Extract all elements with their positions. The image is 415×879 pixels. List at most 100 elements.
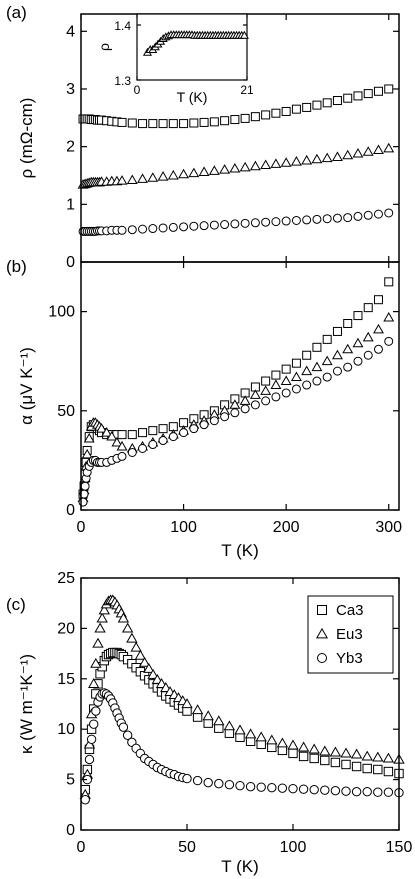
data-point-triangle [331, 349, 343, 360]
data-point-circle [256, 782, 266, 792]
panel-c-marks [79, 594, 405, 805]
data-point-circle [189, 221, 199, 231]
y-tick-label: 1 [66, 196, 75, 213]
data-point-square [351, 761, 362, 772]
data-point-square [343, 93, 353, 103]
data-point-circle [118, 722, 129, 732]
data-point-triangle [96, 612, 108, 623]
data-point-circle [291, 384, 301, 394]
x-tick-label: 0 [77, 839, 86, 856]
data-point-triangle [276, 737, 289, 748]
data-point-circle [209, 220, 219, 230]
data-point-square [281, 106, 291, 116]
data-point-circle [384, 208, 394, 218]
data-point-circle [158, 223, 168, 233]
data-point-square [179, 119, 189, 129]
panel-b-frame [80, 261, 400, 511]
data-point-triangle [372, 751, 384, 762]
data-point-square [250, 112, 260, 122]
panel-c-axes: 0 50 100 150 0 5 10 15 20 25 [57, 570, 412, 856]
y-tick-label: 2 [66, 139, 75, 156]
data-point-triangle [229, 162, 241, 173]
data-point-triangle [321, 355, 333, 366]
data-point-triangle [239, 395, 251, 405]
data-point-square [322, 334, 332, 344]
data-point-square [189, 118, 199, 128]
panel-b-label: (b) [6, 257, 27, 276]
x-tick-label: 200 [273, 519, 300, 536]
data-point-circle [179, 428, 189, 438]
data-point-triangle [340, 747, 352, 758]
data-point-circle [189, 424, 199, 434]
data-point-circle [261, 217, 271, 227]
data-point-circle [168, 222, 178, 232]
y-tick-label: 10 [57, 721, 75, 738]
y-tick-label: 4 [66, 23, 75, 40]
data-point-square [312, 100, 322, 110]
data-point-triangle [350, 748, 363, 759]
data-point-square [373, 86, 383, 96]
data-point-circle [320, 785, 330, 795]
data-point-square [383, 766, 394, 777]
data-point-square [362, 763, 372, 774]
data-point-triangle [157, 171, 169, 181]
data-point-circle [373, 787, 383, 797]
data-point-circle [127, 447, 137, 457]
data-point-triangle [96, 423, 107, 433]
data-point-triangle [352, 337, 364, 348]
data-point-square [148, 426, 158, 436]
data-point-triangle [244, 728, 257, 739]
panel-b-x-axis-title: T (K) [221, 541, 258, 560]
data-point-triangle [137, 173, 149, 183]
data-point-triangle [321, 152, 333, 163]
data-point-square [291, 358, 301, 368]
data-point-triangle [382, 752, 395, 763]
data-point-triangle [270, 158, 282, 168]
data-point-circle [240, 218, 250, 228]
data-point-triangle [134, 649, 147, 660]
data-point-circle [353, 211, 363, 221]
data-point-triangle [90, 657, 102, 668]
data-point-circle [267, 782, 277, 793]
data-point-triangle [219, 164, 231, 174]
data-point-circle [220, 220, 230, 230]
inset-axes: 0 21 1.3 1.4 [114, 14, 254, 97]
data-point-circle [291, 215, 301, 225]
data-point-square [341, 759, 351, 770]
data-point-circle [261, 396, 271, 406]
data-point-circle [80, 795, 90, 805]
data-point-circle [235, 780, 245, 791]
data-point-triangle [249, 389, 261, 399]
data-point-circle [250, 400, 260, 410]
data-point-triangle [130, 641, 142, 652]
panel-c-y-axis-title: κ (W m⁻¹K⁻¹) [17, 654, 36, 754]
panel-c: 0 50 100 150 0 5 10 15 20 25 (c) κ (W m⁻¹K⁻¹) T (… [6, 570, 412, 876]
data-point-square [332, 326, 342, 336]
data-point-triangle [249, 160, 261, 171]
data-point-triangle [181, 698, 193, 709]
data-point-triangle [117, 612, 130, 623]
data-point-triangle [116, 440, 128, 451]
data-point-triangle [319, 745, 331, 756]
data-point-triangle [239, 161, 251, 172]
data-point-circle [302, 380, 312, 390]
data-point-circle [373, 344, 383, 354]
y-tick-label: 1.3 [114, 74, 131, 88]
x-tick-label: 0 [134, 83, 141, 97]
y-tick-label: 0 [66, 822, 75, 839]
data-point-circle [148, 440, 158, 450]
data-point-triangle [383, 311, 395, 322]
data-point-triangle [301, 365, 313, 376]
data-point-triangle [208, 165, 220, 175]
data-point-circle [230, 219, 240, 229]
y-tick-label: 0 [66, 254, 75, 271]
y-tick-label: 15 [57, 671, 75, 688]
data-point-triangle [260, 159, 272, 170]
data-point-square [312, 342, 322, 352]
data-point-square [320, 755, 330, 766]
data-point-circle [322, 372, 332, 382]
legend-marker-ca3 [317, 605, 327, 615]
data-point-square [291, 104, 301, 114]
data-point-triangle [178, 168, 190, 179]
panel-c-legend: Ca3 Eu3 Yb3 [307, 595, 394, 674]
